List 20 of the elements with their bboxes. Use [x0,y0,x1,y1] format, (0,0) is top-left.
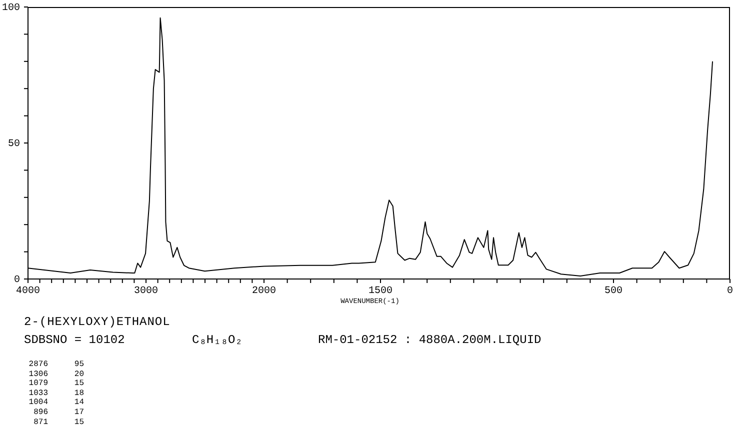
text: 1079 15 [28,379,84,388]
text: 896 17 [34,408,84,417]
text: RM-01-02152 : 4880A.200M.LIQUID [318,333,542,347]
x-tick-label: 1500 [368,286,393,297]
text: 2876 95 [28,360,84,369]
x-tick-label: 3000 [134,286,158,297]
text: 1033 18 [28,388,84,398]
y-tick-label: 100 [2,3,20,14]
text: 1306 20 [28,370,84,379]
x-tick-label: 2000 [252,286,276,297]
x-tick-label: 500 [604,286,623,297]
y-tick-label: 0 [14,275,20,286]
text: 2-(HEXYLOXY)ETHANOL [24,315,170,329]
text: 1004 14 [28,398,84,408]
y-tick-label: 50 [8,139,20,150]
x-tick-label: 4000 [16,286,40,297]
text: C₈H₁₈O₂ [192,333,242,347]
x-tick-label: 0 [726,286,734,297]
text: 871 15 [34,418,84,427]
text: SDBSNO = 10102 [24,333,125,347]
